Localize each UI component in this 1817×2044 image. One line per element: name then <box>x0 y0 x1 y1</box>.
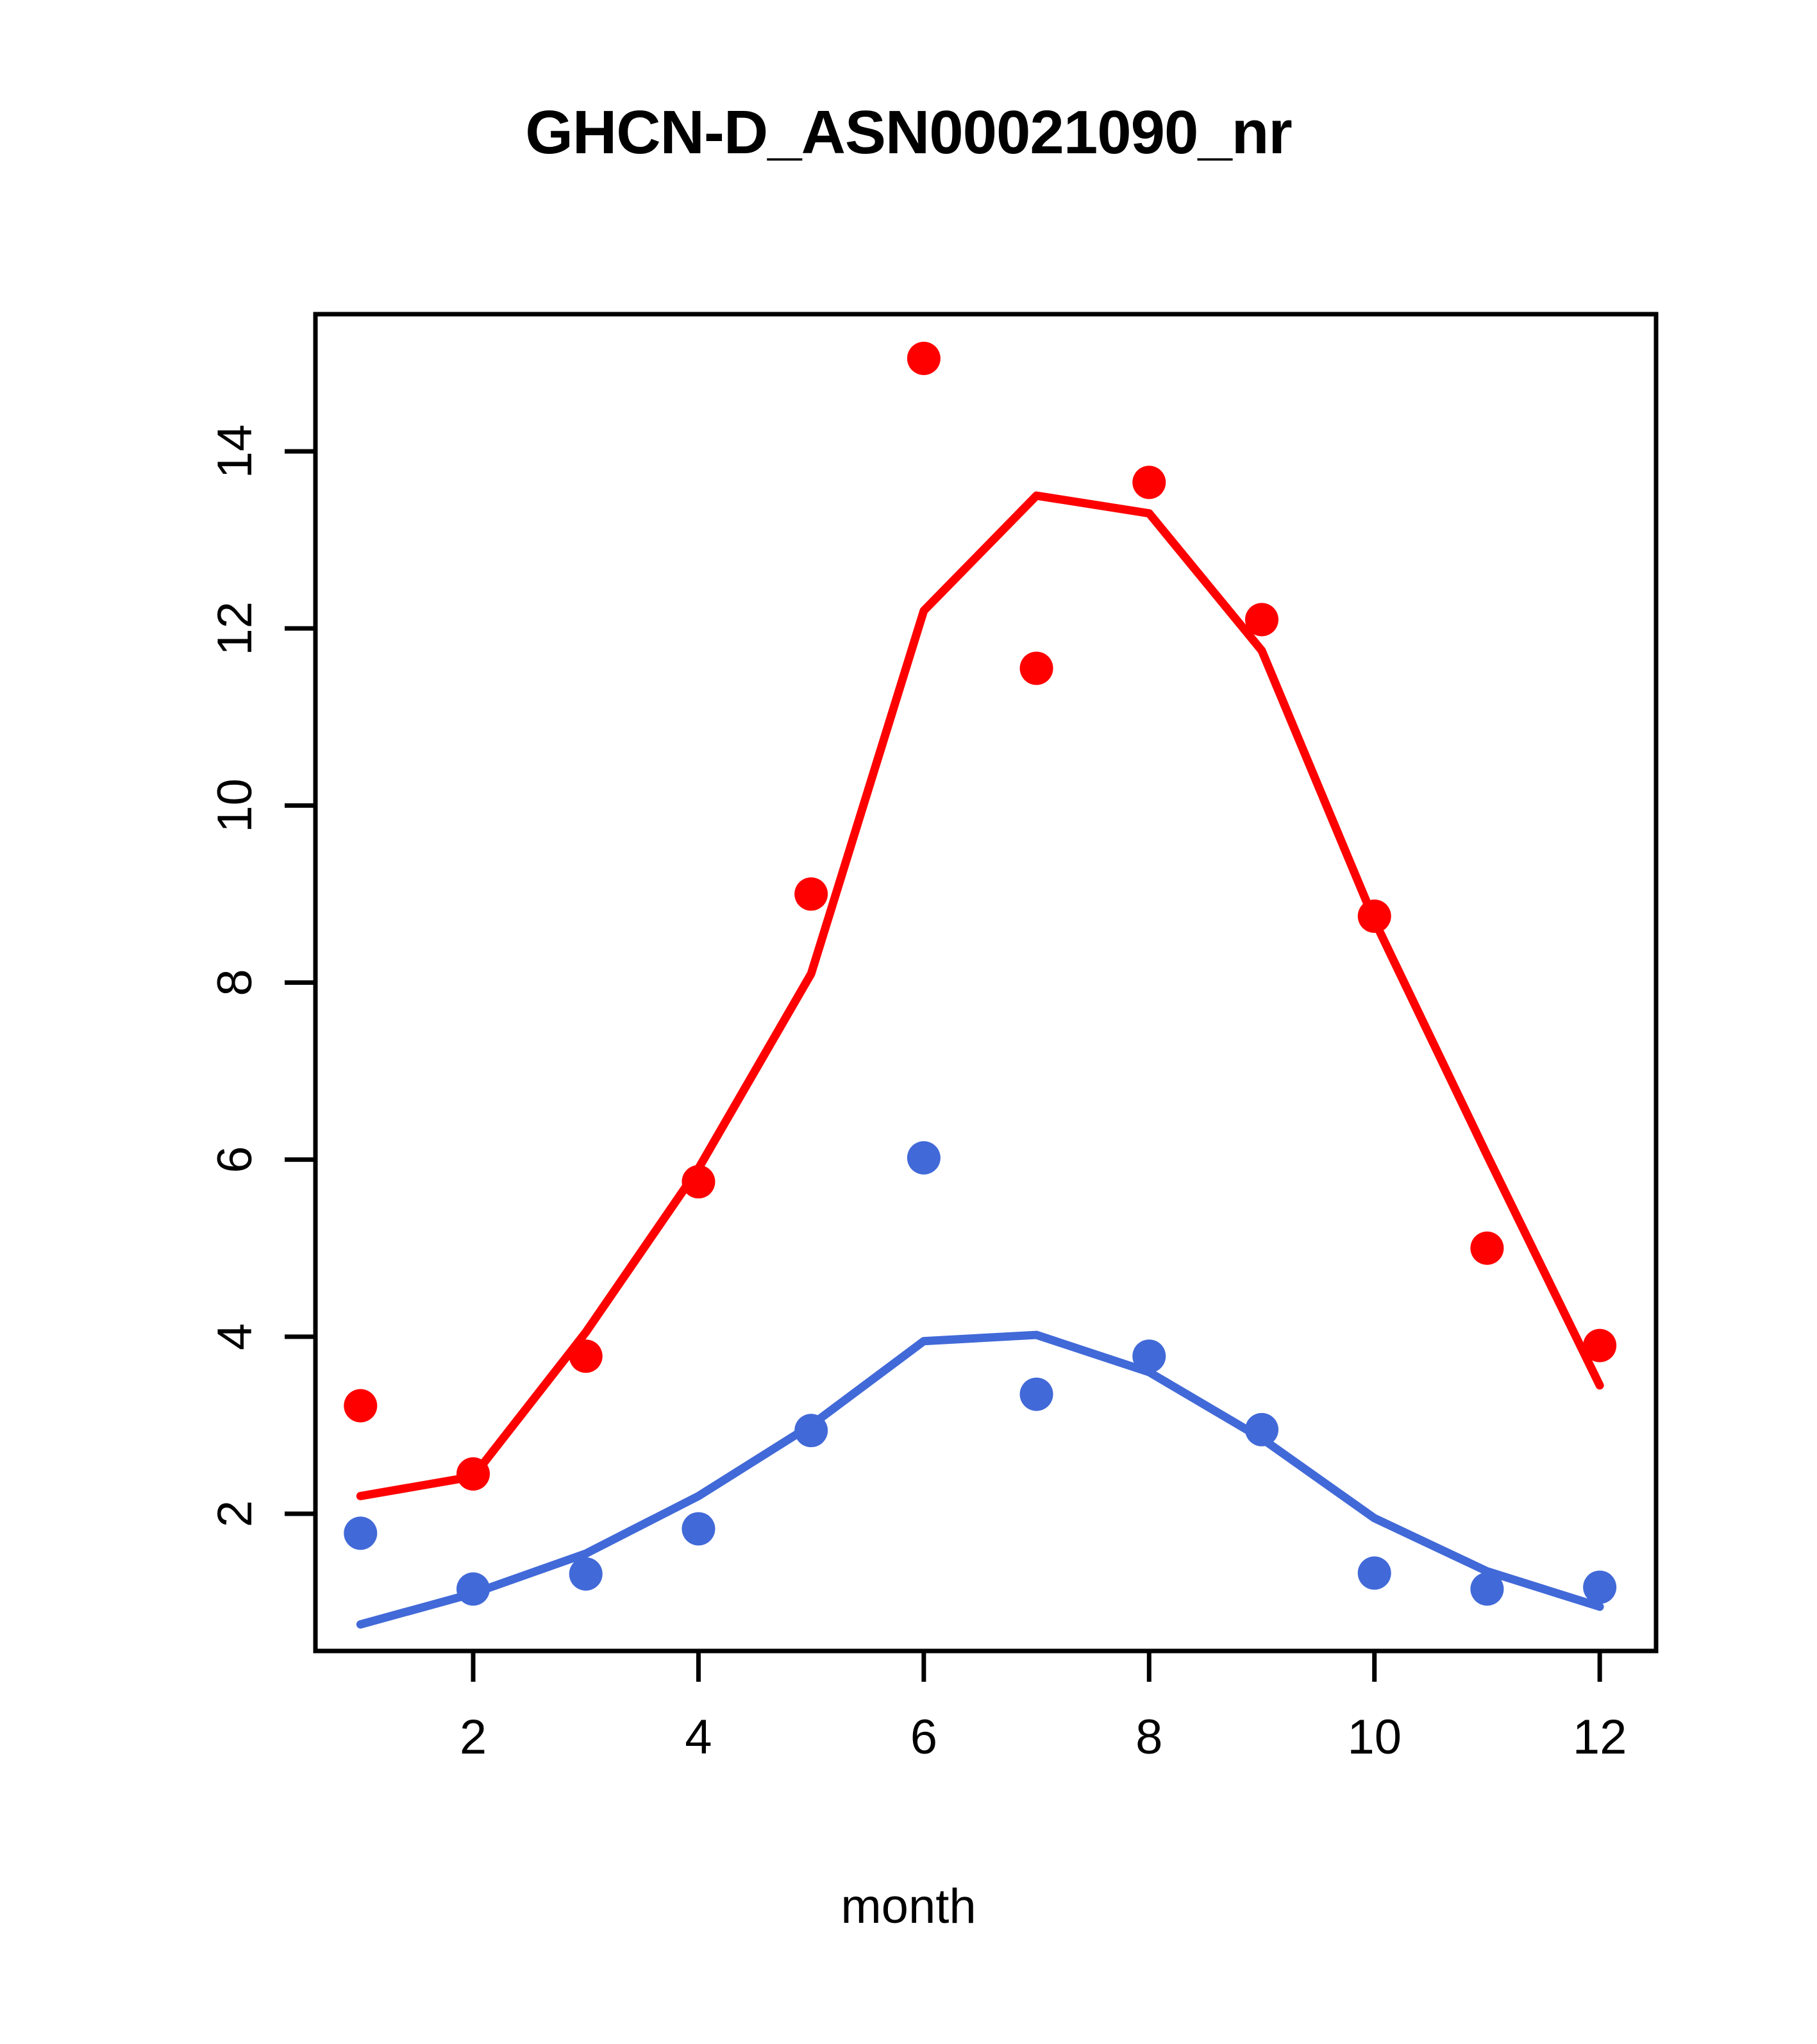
data-point <box>1245 1412 1278 1446</box>
data-point <box>1357 1556 1391 1590</box>
x-tick-label: 8 <box>1135 1710 1162 1764</box>
x-axis-label: month <box>841 1879 976 1934</box>
data-point <box>794 1414 828 1448</box>
y-tick-label: 2 <box>208 1500 262 1527</box>
blue-fit-line <box>356 1330 1604 1629</box>
y-tick-label: 6 <box>208 1146 262 1173</box>
series-points <box>344 342 1617 1606</box>
y-tick-label: 4 <box>208 1323 262 1350</box>
data-point <box>456 1572 490 1606</box>
blue-points <box>344 1141 1617 1606</box>
data-point <box>1470 1572 1504 1606</box>
data-point <box>456 1457 490 1491</box>
data-point <box>682 1512 716 1546</box>
x-tick-label: 6 <box>910 1710 937 1764</box>
y-tick-label: 14 <box>208 424 262 479</box>
y-tick-label: 10 <box>208 778 262 833</box>
data-point <box>682 1165 716 1199</box>
data-point <box>1019 1377 1053 1411</box>
data-point <box>1132 1339 1166 1373</box>
data-point <box>1583 1570 1617 1604</box>
data-point <box>1019 651 1053 685</box>
data-point <box>907 342 941 376</box>
red-fit-line <box>356 491 1604 1500</box>
data-point <box>1132 465 1166 499</box>
data-point <box>794 877 828 911</box>
page-title: GHCN-D_ASN00021090_nr <box>525 98 1293 167</box>
y-tick-label: 12 <box>208 601 262 656</box>
data-point <box>1357 899 1391 933</box>
tick-labels: 2 4 6 8 10 12 2 4 6 8 10 12 14 <box>208 424 1627 1764</box>
data-point <box>569 1339 603 1373</box>
red-points <box>344 342 1617 1491</box>
data-point <box>1245 603 1278 637</box>
x-tick-label: 12 <box>1573 1710 1627 1764</box>
data-point <box>569 1557 603 1591</box>
x-tick-label: 10 <box>1347 1710 1402 1764</box>
series-lines <box>356 491 1604 1629</box>
data-point <box>1583 1328 1617 1362</box>
data-point <box>344 1516 378 1550</box>
data-point <box>1470 1231 1504 1265</box>
data-point <box>907 1141 941 1175</box>
y-tick-label: 8 <box>208 969 262 996</box>
data-point <box>344 1389 378 1423</box>
axes <box>285 312 1659 1682</box>
x-tick-label: 4 <box>685 1710 712 1764</box>
plot-frame <box>313 312 1659 1654</box>
x-tick-label: 2 <box>460 1710 487 1764</box>
